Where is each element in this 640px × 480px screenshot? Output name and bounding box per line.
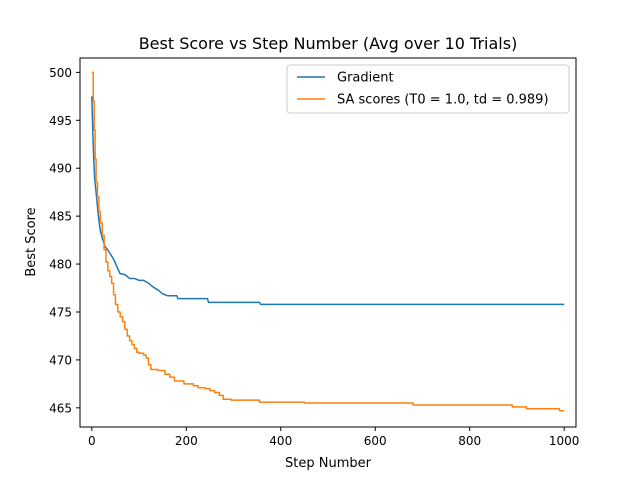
x-axis-ticks: 0 200 400 600 800 1000 (88, 427, 579, 448)
x-tick-label: 200 (175, 434, 198, 448)
series-line-sa-scores (91, 71, 565, 412)
plot-area (79, 57, 577, 428)
y-tick-label: 500 (49, 66, 72, 80)
y-tick-label: 470 (49, 353, 72, 367)
x-tick-label: 800 (458, 434, 481, 448)
x-tick-label: 1000 (549, 434, 580, 448)
y-axis-label: Best Score (24, 207, 39, 276)
legend-label: Gradient (337, 71, 394, 86)
y-tick-label: 495 (49, 114, 72, 128)
y-axis-ticks: 465 470 475 480 485 490 495 500 (49, 66, 80, 415)
legend-label: SA scores (T0 = 1.0, td = 0.989) (337, 93, 549, 108)
y-tick-label: 490 (49, 162, 72, 176)
axes-frame (79, 57, 577, 428)
series-line-gradient (91, 96, 565, 306)
x-tick-label: 600 (364, 434, 387, 448)
y-tick-label: 465 (49, 401, 72, 415)
x-tick-label: 400 (269, 434, 292, 448)
y-tick-label: 475 (49, 305, 72, 319)
y-tick-label: 480 (49, 258, 72, 272)
y-tick-label: 485 (49, 210, 72, 224)
x-tick-label: 0 (88, 434, 96, 448)
legend-box (286, 64, 570, 114)
legend: Gradient SA scores (T0 = 1.0, td = 0.989) (286, 64, 570, 114)
chart-title: Best Score vs Step Number (Avg over 10 T… (139, 34, 518, 53)
x-axis-label: Step Number (285, 456, 372, 471)
